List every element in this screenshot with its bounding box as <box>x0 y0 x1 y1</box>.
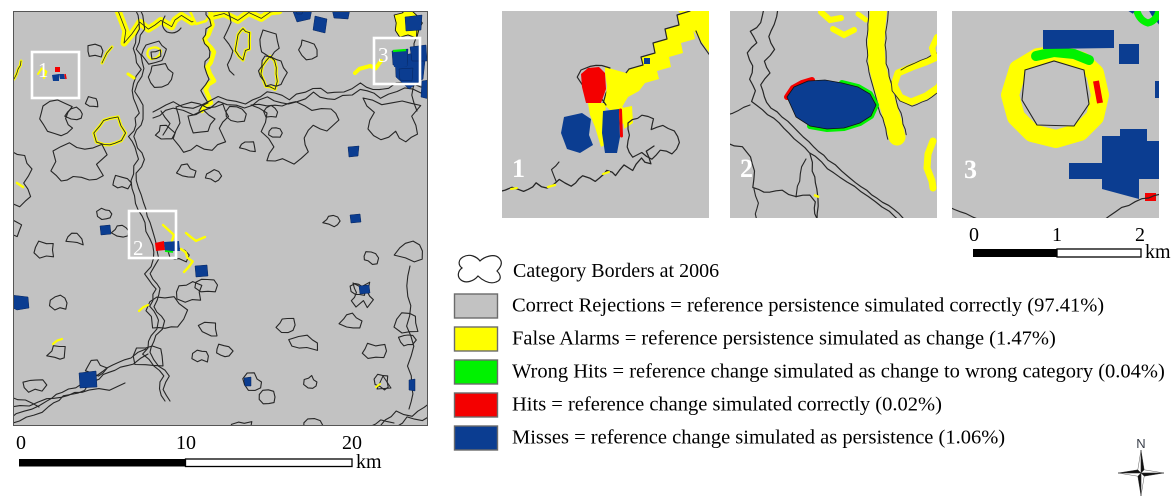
svg-text:3: 3 <box>964 155 977 184</box>
svg-text:N: N <box>1136 436 1145 451</box>
svg-text:1: 1 <box>1052 224 1062 246</box>
svg-text:2: 2 <box>740 154 753 183</box>
svg-text:Correct Rejections = reference: Correct Rejections = reference persisten… <box>512 295 1104 317</box>
svg-text:3: 3 <box>378 43 389 67</box>
svg-text:20: 20 <box>342 432 362 454</box>
svg-text:Hits = reference change simula: Hits = reference change simulated correc… <box>512 394 942 416</box>
svg-text:0: 0 <box>16 432 26 454</box>
svg-text:1: 1 <box>512 154 525 183</box>
svg-text:km: km <box>1145 241 1171 263</box>
svg-text:2: 2 <box>1135 224 1145 246</box>
svg-text:km: km <box>356 451 382 473</box>
svg-text:10: 10 <box>176 432 196 454</box>
svg-text:Misses = reference change simu: Misses = reference change simulated as p… <box>512 427 1005 449</box>
svg-text:1: 1 <box>38 58 49 82</box>
svg-text:False Alarms = reference persi: False Alarms = reference persistence sim… <box>512 328 1056 350</box>
svg-text:Category Borders at 2006: Category Borders at 2006 <box>513 260 719 282</box>
svg-text:2: 2 <box>133 236 144 260</box>
svg-text:Wrong Hits = reference change: Wrong Hits = reference change simulated … <box>512 361 1165 383</box>
svg-text:0: 0 <box>969 224 979 246</box>
